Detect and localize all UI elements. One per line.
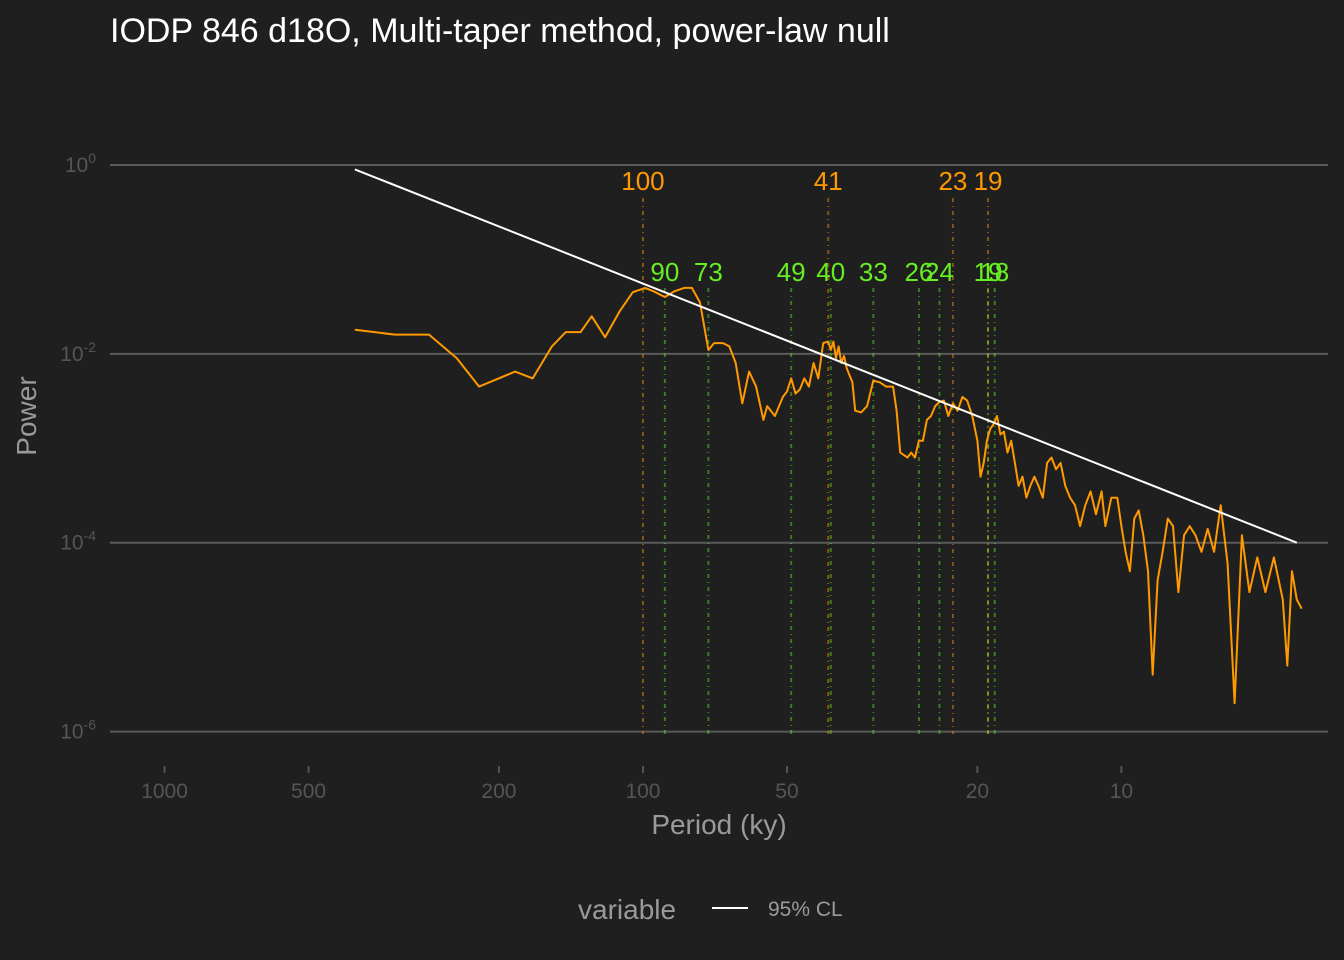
peak-label: 100: [621, 166, 664, 196]
x-axis-title: Period (ky): [651, 809, 786, 840]
peak-label: 41: [814, 166, 843, 196]
peak-label: 73: [694, 257, 723, 287]
peak-label: 26: [904, 257, 933, 287]
y-axis-title: Power: [11, 376, 42, 455]
legend: variable 95% CL: [578, 894, 843, 925]
peak-label: 33: [859, 257, 888, 287]
y-tick-label: 10-6: [60, 717, 96, 744]
y-tick-label: 10-2: [60, 339, 96, 366]
y-tick-label: 100: [65, 150, 96, 177]
y-tick-label: 10-4: [60, 528, 96, 555]
peak-label: 90: [650, 257, 679, 287]
x-tick-label: 100: [625, 780, 660, 803]
peak-label: 23: [938, 166, 967, 196]
peak-label: 24: [925, 257, 954, 287]
x-tick-label: 500: [291, 780, 326, 803]
x-tick-label: 10: [1110, 780, 1133, 803]
legend-label-95cl: 95% CL: [768, 898, 843, 921]
series-lines: [354, 168, 1303, 705]
peak-label: 19: [974, 257, 1003, 287]
x-tick-label: 20: [966, 780, 989, 803]
y-axis-ticks: 100 10-2 10-4 10-6: [60, 150, 96, 744]
legend-title: variable: [578, 894, 676, 925]
x-axis-ticks: 1000 500 200 100 50 20 10: [141, 766, 1133, 803]
x-tick-label: 200: [481, 780, 516, 803]
peak-label: 40: [816, 257, 845, 287]
confidence-line: [354, 168, 1298, 544]
x-tick-label: 50: [775, 780, 798, 803]
grid-lines: [110, 164, 1328, 733]
spectrum-line: [354, 286, 1303, 705]
x-tick-label: 1000: [141, 780, 188, 803]
peak-label: 49: [777, 257, 806, 287]
peak-label: 18: [980, 257, 1009, 287]
peak-label: 19: [974, 166, 1003, 196]
chart-title: IODP 846 d18O, Multi-taper method, power…: [110, 12, 890, 50]
